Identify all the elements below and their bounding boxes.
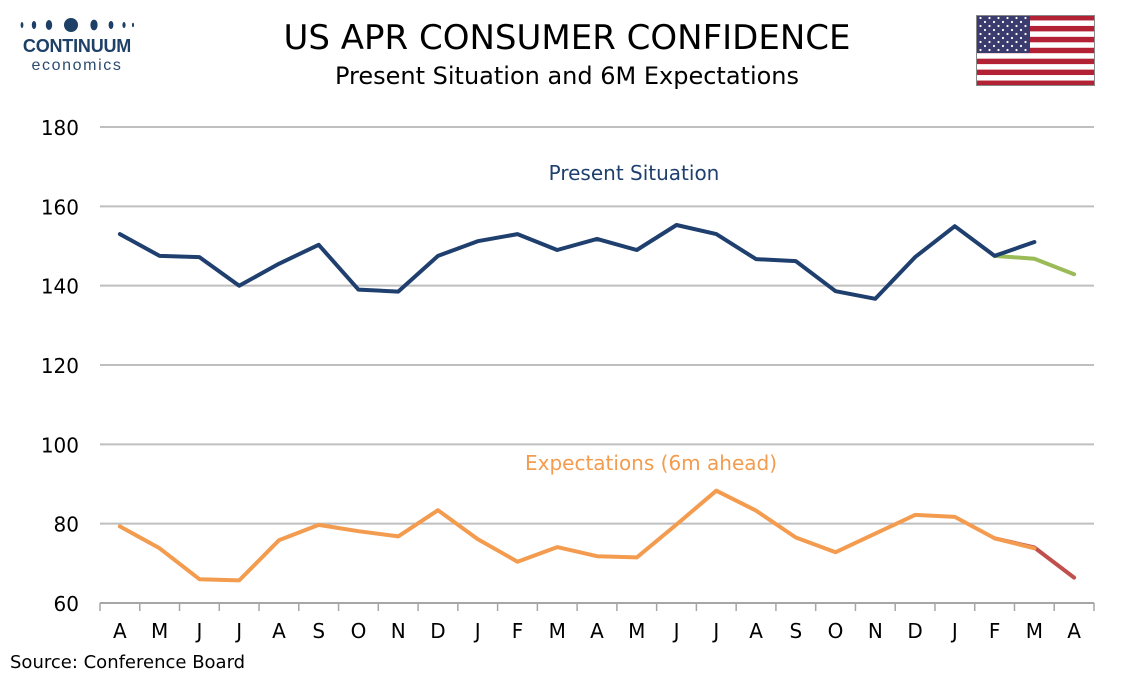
present-latest-line (992, 253, 1077, 277)
x-tick-label: S (312, 619, 325, 643)
x-tick-label: F (512, 619, 524, 643)
expectations-latest-line (992, 536, 1077, 580)
chart-title: US APR CONSUMER CONFIDENCE (283, 18, 851, 58)
x-tick-label: M (549, 619, 566, 643)
logo-wordmark: CONTINUUM (22, 36, 132, 56)
logo-subtitle: economics (31, 57, 123, 74)
x-tick-label: M (1026, 619, 1043, 643)
x-tick-label: F (989, 619, 1001, 643)
x-tick-label: J (950, 619, 958, 643)
x-tick-label: A (1067, 619, 1081, 643)
x-axis (99, 602, 1095, 611)
y-tick-label: 140 (41, 275, 79, 299)
y-tick-label: 120 (41, 354, 79, 378)
source-note: Source: Conference Board (10, 652, 246, 673)
expectations-line (117, 488, 1037, 583)
chart-subtitle: Present Situation and 6M Expectations (334, 62, 800, 90)
gridlines (100, 126, 1094, 525)
us-flag-icon (976, 15, 1095, 86)
present-line (117, 223, 1037, 301)
x-tick-label: N (391, 619, 406, 643)
x-tick-label: J (194, 619, 202, 643)
x-tick-label: O (828, 619, 844, 643)
x-tick-label: A (113, 619, 127, 643)
series-labels: Present Situation Expectations (6m ahead) (525, 161, 777, 475)
y-tick-label: 60 (54, 592, 79, 616)
x-tick-label: J (234, 619, 242, 643)
x-tick-label: A (590, 619, 604, 643)
x-tick-label: D (907, 619, 922, 643)
x-tick-label: M (151, 619, 168, 643)
present-series-label: Present Situation (549, 161, 720, 185)
x-tick-label: A (272, 619, 286, 643)
x-tick-label: J (711, 619, 719, 643)
x-tick-label: J (672, 619, 680, 643)
x-tick-label: D (430, 619, 445, 643)
expectations-series-label: Expectations (6m ahead) (525, 451, 777, 475)
y-axis: 60 80 100 120 140 160 180 (41, 116, 79, 616)
y-tick-label: 160 (41, 195, 79, 219)
x-tick-label: N (868, 619, 883, 643)
series-lines (117, 223, 1077, 583)
x-tick-label: O (351, 619, 367, 643)
y-tick-label: 180 (41, 116, 79, 140)
x-tick-label: J (473, 619, 481, 643)
x-tick-label: S (789, 619, 802, 643)
y-tick-label: 100 (41, 433, 79, 457)
logo-dots-icon (20, 18, 134, 32)
x-tick-label: M (628, 619, 645, 643)
continuum-logo: CONTINUUM economics (12, 14, 142, 76)
x-tick-label: A (749, 619, 763, 643)
y-tick-label: 80 (54, 513, 79, 537)
